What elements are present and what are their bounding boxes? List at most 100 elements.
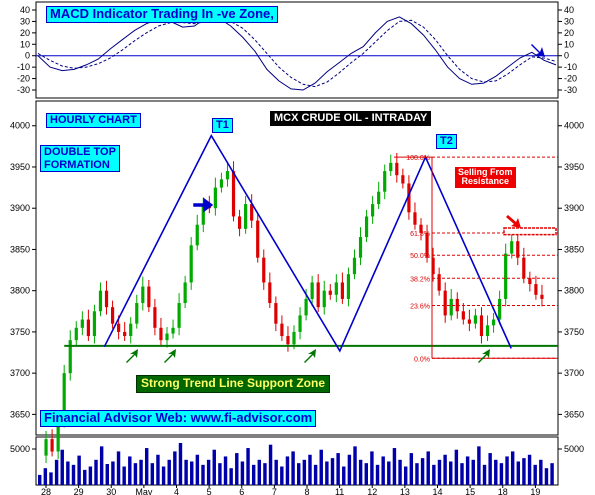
macd-ytick-label-left: 30	[20, 16, 30, 26]
volume-bar	[460, 463, 464, 485]
volume-bar	[246, 448, 250, 485]
volume-bar	[522, 458, 526, 485]
volume-bar	[370, 451, 374, 485]
volume-bar	[77, 455, 81, 485]
price-bar	[304, 298, 308, 316]
price-bar	[177, 303, 181, 328]
x-tick-label: 18	[498, 487, 508, 495]
x-tick-label: 15	[465, 487, 475, 495]
macd-series-2	[37, 18, 557, 88]
volume-bar	[426, 451, 430, 485]
volume-bar	[229, 468, 233, 485]
price-bar	[92, 311, 97, 337]
price-bar	[540, 294, 544, 299]
volume-bar	[499, 463, 504, 485]
volume-bar	[415, 463, 419, 485]
price-bar	[346, 274, 351, 299]
instrument-label: MCX CRUDE OIL - INTRADAY	[270, 111, 432, 126]
double-top-line-1: DOUBLE TOP	[44, 146, 116, 158]
volume-bar	[387, 461, 391, 485]
double-top-pattern-line	[103, 133, 512, 353]
fib-level-label: 50.0%	[410, 253, 430, 260]
price-bar	[86, 319, 90, 337]
volume-bar	[128, 456, 132, 485]
price-bar	[467, 319, 471, 324]
fib-level-label: 0.0%	[414, 356, 430, 363]
volume-bar	[88, 466, 93, 485]
macd-ytick-label-right: -20	[564, 74, 577, 84]
volume-bar	[218, 463, 222, 485]
price-bar	[516, 241, 520, 258]
price-bar	[98, 290, 103, 312]
price-ytick-label-right: 3750	[564, 327, 584, 337]
price-bar	[413, 212, 417, 225]
price-bar	[425, 232, 429, 258]
volume-bar	[409, 453, 414, 485]
macd-ytick-label-right: 30	[564, 16, 574, 26]
volume-bar	[516, 461, 521, 485]
t1-label: T1	[212, 118, 233, 133]
price-bar	[129, 323, 133, 337]
fib-level-label: 100.0%	[406, 155, 430, 162]
volume-bar	[449, 461, 453, 485]
volume-bar	[94, 459, 98, 485]
volume-bar	[99, 446, 104, 485]
price-ytick-label-right: 3850	[564, 244, 584, 254]
volume-bar	[285, 456, 290, 485]
x-tick-label: 29	[74, 487, 84, 495]
volume-bar	[280, 466, 284, 485]
price-bar	[534, 284, 538, 295]
price-ytick-label-left: 3950	[10, 162, 30, 172]
double-top-line-2: FORMATION	[44, 158, 110, 171]
volume-bar	[133, 463, 138, 485]
price-bar	[522, 257, 526, 279]
price-bar	[183, 282, 187, 304]
price-ytick-label-left: 3750	[10, 327, 30, 337]
price-bar	[528, 278, 532, 285]
volume-bar	[465, 456, 470, 485]
price-bar	[159, 327, 163, 341]
price-ytick-label-right: 3950	[564, 162, 584, 172]
volume-bar	[347, 454, 352, 485]
price-bar	[262, 257, 266, 283]
price-bar	[104, 290, 109, 308]
price-ytick-label-left: 3700	[10, 368, 30, 378]
volume-bar	[167, 459, 171, 485]
price-bar	[389, 162, 393, 172]
x-tick-label: 12	[367, 487, 377, 495]
price-bar	[147, 286, 151, 308]
volume-bar	[38, 474, 42, 485]
volume-bar	[139, 459, 143, 485]
price-bar	[256, 220, 260, 258]
t2-label: T2	[436, 134, 457, 149]
price-bar	[437, 274, 441, 291]
macd-arrow-icon	[531, 44, 545, 57]
price-bar	[74, 327, 78, 341]
website-label: Financial Advisor Web: www.fi-advisor.co…	[40, 410, 317, 427]
price-bar	[189, 245, 193, 283]
x-tick-label: 14	[432, 487, 442, 495]
volume-ytick-label-left: 5000	[10, 444, 30, 454]
x-tick-label: 5	[207, 487, 212, 495]
double-top-label: DOUBLE TOP FORMATION	[40, 145, 120, 173]
price-bar	[316, 282, 320, 308]
price-bar	[201, 204, 205, 225]
volume-bar	[510, 451, 515, 485]
fib-level-label: 61.8%	[410, 231, 430, 238]
price-bar	[401, 175, 405, 184]
volume-bar	[116, 451, 121, 485]
price-bar	[135, 303, 139, 324]
green-up-arrow-icon	[304, 349, 316, 363]
price-bar	[50, 439, 54, 452]
macd-ytick-label-left: -30	[17, 85, 30, 95]
price-bar	[419, 224, 423, 233]
volume-bar	[274, 459, 278, 485]
volume-bar	[437, 459, 442, 485]
fib-level-label: 23.6%	[410, 304, 430, 311]
price-bar	[62, 373, 66, 423]
volume-bar	[111, 461, 115, 485]
price-bar	[322, 290, 326, 308]
price-bar	[485, 325, 490, 337]
price-panel-frame	[35, 100, 559, 436]
volume-bar	[66, 461, 70, 485]
